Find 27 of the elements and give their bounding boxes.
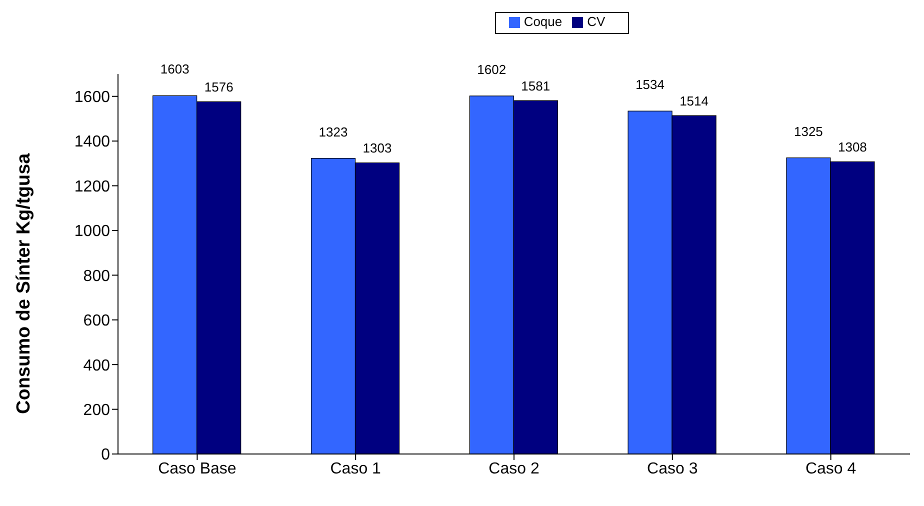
y-tick-label: 200 [83, 402, 110, 419]
data-label: 1602 [477, 62, 506, 77]
y-tick-label: 1400 [74, 134, 110, 151]
data-label: 1514 [680, 94, 709, 109]
data-label: 1576 [204, 80, 234, 95]
data-label: 1603 [160, 62, 190, 77]
x-tick-label: Caso Base [158, 460, 236, 478]
data-label: 1325 [794, 124, 823, 139]
data-label: 1534 [636, 77, 665, 92]
data-label: 1308 [838, 140, 867, 155]
x-tick-label: Caso 3 [647, 460, 698, 478]
legend-label: Coque [524, 14, 562, 29]
legend-label: CV [587, 14, 606, 29]
y-tick-label: 1000 [74, 223, 110, 240]
y-tick-label: 400 [83, 357, 110, 374]
data-label: 1323 [318, 124, 348, 140]
y-tick-label: 0 [101, 446, 110, 464]
x-tick-label: Caso 2 [488, 460, 540, 478]
x-tick-label: Caso 1 [330, 460, 382, 478]
y-tick-label: 1600 [74, 89, 110, 106]
y-tick-label: 600 [83, 312, 110, 330]
data-label: 1581 [521, 78, 550, 94]
y-axis-title: Consumo de Sínter Kg/tgusa [14, 152, 35, 414]
y-tick-label: 800 [83, 268, 110, 285]
data-label: 1303 [362, 140, 392, 156]
y-tick-label: 1200 [74, 178, 110, 196]
x-tick-label: Caso 4 [805, 460, 856, 478]
